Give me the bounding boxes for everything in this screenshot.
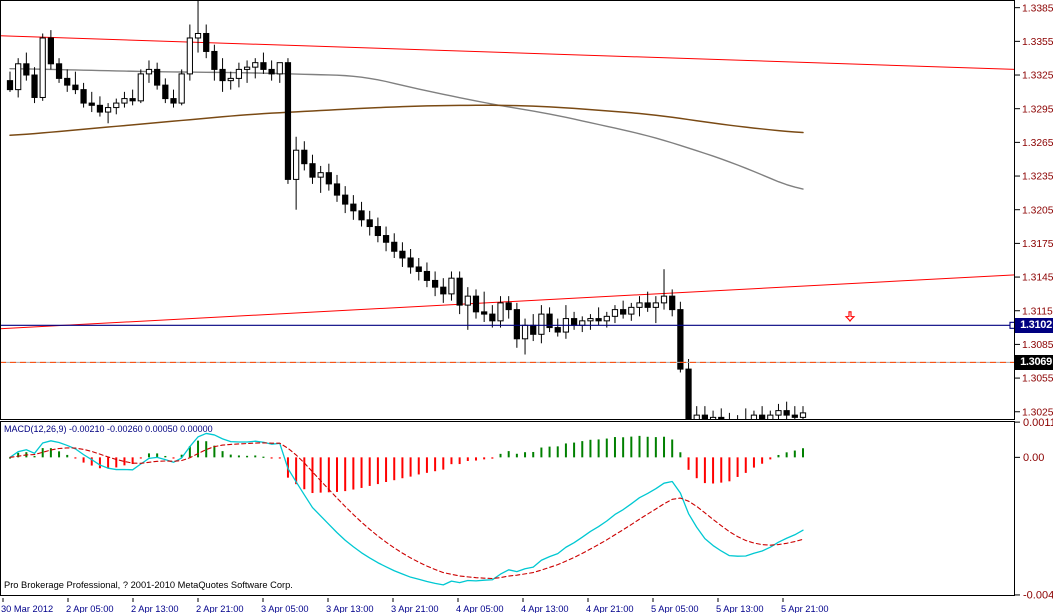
- svg-text:1.3175: 1.3175: [1022, 239, 1053, 250]
- svg-text:4 Apr 21:00: 4 Apr 21:00: [586, 604, 634, 613]
- svg-text:2 Apr 21:00: 2 Apr 21:00: [196, 604, 244, 613]
- svg-text:4 Apr 05:00: 4 Apr 05:00: [456, 604, 504, 613]
- svg-text:1.3355: 1.3355: [1022, 37, 1053, 48]
- svg-text:1.3295: 1.3295: [1022, 104, 1053, 115]
- svg-text:-0.00445: -0.00445: [1023, 590, 1053, 602]
- svg-text:1.3265: 1.3265: [1022, 138, 1053, 149]
- svg-text:1.3085: 1.3085: [1022, 340, 1053, 351]
- svg-text:5 Apr 21:00: 5 Apr 21:00: [781, 604, 829, 613]
- svg-text:1.3385: 1.3385: [1022, 3, 1053, 14]
- svg-text:2 Apr 05:00: 2 Apr 05:00: [66, 604, 114, 613]
- svg-text:1.3055: 1.3055: [1022, 374, 1053, 385]
- svg-text:1.3145: 1.3145: [1022, 273, 1053, 284]
- svg-text:5 Apr 05:00: 5 Apr 05:00: [651, 604, 699, 613]
- svg-text:1.3235: 1.3235: [1022, 172, 1053, 183]
- svg-text:0.00114: 0.00114: [1023, 417, 1053, 429]
- svg-text:3 Apr 05:00: 3 Apr 05:00: [261, 604, 309, 613]
- svg-text:1.3325: 1.3325: [1022, 71, 1053, 82]
- svg-text:2 Apr 13:00: 2 Apr 13:00: [131, 604, 179, 613]
- svg-text:3 Apr 13:00: 3 Apr 13:00: [326, 604, 374, 613]
- svg-text:3 Apr 21:00: 3 Apr 21:00: [391, 604, 439, 613]
- svg-text:0.00: 0.00: [1023, 452, 1044, 464]
- svg-text:1.3115: 1.3115: [1022, 306, 1053, 317]
- svg-text:4 Apr 13:00: 4 Apr 13:00: [521, 604, 569, 613]
- svg-text:5 Apr 13:00: 5 Apr 13:00: [716, 604, 764, 613]
- svg-text:1.3205: 1.3205: [1022, 205, 1053, 216]
- svg-text:30 Mar 2012: 30 Mar 2012: [1, 604, 53, 613]
